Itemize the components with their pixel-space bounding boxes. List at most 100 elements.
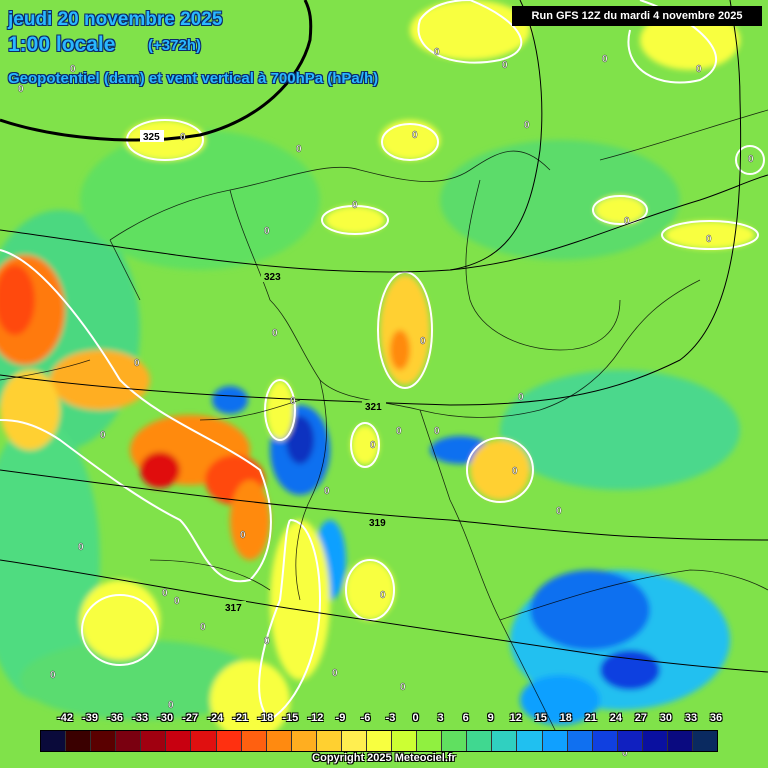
legend-tick-label: 33 bbox=[684, 712, 698, 724]
color-scale-swatch bbox=[693, 731, 718, 751]
color-scale-swatch bbox=[316, 731, 342, 751]
svg-text:321: 321 bbox=[365, 402, 382, 413]
legend-tick-label: 21 bbox=[584, 712, 597, 724]
color-scale-swatch bbox=[91, 731, 117, 751]
color-scale-swatch bbox=[166, 731, 192, 751]
svg-text:317: 317 bbox=[225, 603, 242, 614]
legend-tick-label: -6 bbox=[360, 712, 371, 724]
legend-tick-label: 30 bbox=[659, 712, 673, 724]
zero-value-label: 0 bbox=[518, 392, 524, 403]
zero-value-label: 0 bbox=[524, 120, 530, 131]
zero-value-label: 0 bbox=[624, 216, 630, 227]
legend-tick-label: 15 bbox=[534, 712, 547, 724]
legend-tick-label: 6 bbox=[462, 712, 469, 724]
zero-value-label: 0 bbox=[502, 60, 508, 71]
zero-value-label: 0 bbox=[100, 430, 106, 441]
zero-value-label: 0 bbox=[134, 358, 140, 369]
zero-value-label: 0 bbox=[412, 130, 418, 141]
color-scale-swatch bbox=[266, 731, 292, 751]
color-scale-swatch bbox=[141, 731, 167, 751]
legend-tick-label: -3 bbox=[385, 712, 396, 724]
zero-value-label: 0 bbox=[434, 426, 440, 437]
zero-value-label: 0 bbox=[264, 636, 270, 647]
zero-value-label: 0 bbox=[50, 670, 56, 681]
zero-value-label: 0 bbox=[70, 64, 76, 75]
legend-tick-label: -12 bbox=[307, 712, 324, 724]
color-scale-swatch bbox=[442, 731, 468, 751]
zero-value-label: 0 bbox=[324, 486, 330, 497]
color-scale-swatch bbox=[392, 731, 418, 751]
color-scale-swatch bbox=[367, 731, 393, 751]
contour-label-321: 321 bbox=[362, 400, 386, 413]
zero-value-label: 0 bbox=[352, 200, 358, 211]
color-scale-swatch bbox=[667, 731, 694, 751]
copyright: Copyright 2025 Meteociel.fr bbox=[312, 752, 456, 764]
legend-tick-label: -21 bbox=[232, 712, 249, 724]
color-scale-swatch bbox=[467, 731, 493, 751]
color-scale-swatch bbox=[642, 731, 668, 751]
contour-label-323: 323 bbox=[261, 270, 285, 283]
color-scale-swatch bbox=[241, 731, 267, 751]
zero-value-label: 0 bbox=[174, 596, 180, 607]
zero-value-label: 0 bbox=[380, 590, 386, 601]
svg-text:323: 323 bbox=[264, 272, 281, 283]
color-scale-swatch bbox=[291, 731, 317, 751]
color-scale bbox=[40, 730, 718, 752]
legend-tick-label: -15 bbox=[282, 712, 299, 724]
legend-tick-label: 3 bbox=[437, 712, 444, 724]
svg-text:325: 325 bbox=[143, 132, 160, 143]
forecast-offset: (+372h) bbox=[148, 37, 201, 54]
color-scale-swatch bbox=[567, 731, 593, 751]
forecast-date: jeudi 20 novembre 2025 bbox=[8, 9, 223, 30]
zero-value-label: 0 bbox=[296, 144, 302, 155]
legend-tick-label: -27 bbox=[182, 712, 199, 724]
zero-value-label: 0 bbox=[18, 84, 24, 95]
zero-value-label: 0 bbox=[696, 64, 702, 75]
color-scale-swatch bbox=[542, 731, 568, 751]
zero-value-label: 0 bbox=[272, 328, 278, 339]
zero-value-label: 0 bbox=[434, 47, 440, 58]
color-scale-swatch bbox=[492, 731, 518, 751]
contour-label-325: 325 bbox=[140, 130, 164, 143]
legend-ticks: -42 -39 -36 -33 -30 -27 -24 -21 -18 -15 -12 -9 -6 -3 0… bbox=[40, 712, 722, 728]
zero-value-label: 0 bbox=[168, 700, 174, 711]
legend-tick-label: 36 bbox=[709, 712, 723, 724]
legend-tick-label: 18 bbox=[559, 712, 572, 724]
zero-value-label: 0 bbox=[264, 226, 270, 237]
zero-value-label: 0 bbox=[420, 336, 426, 347]
zero-value-label: 0 bbox=[396, 426, 402, 437]
forecast-time: 1:00 locale bbox=[8, 33, 116, 56]
legend-tick-label: -24 bbox=[207, 712, 224, 724]
color-scale-swatch bbox=[216, 731, 242, 751]
zero-value-label: 0 bbox=[556, 506, 562, 517]
contour-label-317: 317 bbox=[222, 601, 246, 614]
legend-tick-label: -42 bbox=[57, 712, 73, 724]
color-scale-swatch bbox=[66, 731, 92, 751]
color-scale-swatch bbox=[592, 731, 618, 751]
svg-text:319: 319 bbox=[369, 518, 386, 529]
legend-tick-label: 12 bbox=[509, 712, 522, 724]
run-info: Run GFS 12Z du mardi 4 novembre 2025 bbox=[512, 6, 762, 26]
zero-value-label: 0 bbox=[706, 234, 712, 245]
legend-tick-label: 0 bbox=[412, 712, 419, 724]
color-scale-swatch bbox=[341, 731, 368, 751]
legend-tick-label: -18 bbox=[257, 712, 274, 724]
zero-value-label: 0 bbox=[78, 542, 84, 553]
contour-label-319: 319 bbox=[366, 516, 390, 529]
legend-tick-label: -9 bbox=[335, 712, 346, 724]
zero-value-label: 0 bbox=[512, 466, 518, 477]
legend-tick-label: -30 bbox=[157, 712, 174, 724]
color-scale-swatch bbox=[191, 731, 217, 751]
legend-tick-label: 9 bbox=[487, 712, 494, 724]
legend-tick-label: 27 bbox=[634, 712, 647, 724]
zero-value-label: 0 bbox=[370, 440, 376, 451]
color-scale-swatch bbox=[116, 731, 142, 751]
legend-tick-label: -39 bbox=[82, 712, 99, 724]
zero-value-label: 0 bbox=[622, 748, 628, 759]
zero-value-label: 0 bbox=[602, 54, 608, 65]
legend-tick-label: -36 bbox=[107, 712, 124, 724]
zero-value-label: 0 bbox=[290, 396, 296, 407]
zero-value-label: 0 bbox=[748, 154, 754, 165]
color-scale-swatch bbox=[417, 731, 443, 751]
